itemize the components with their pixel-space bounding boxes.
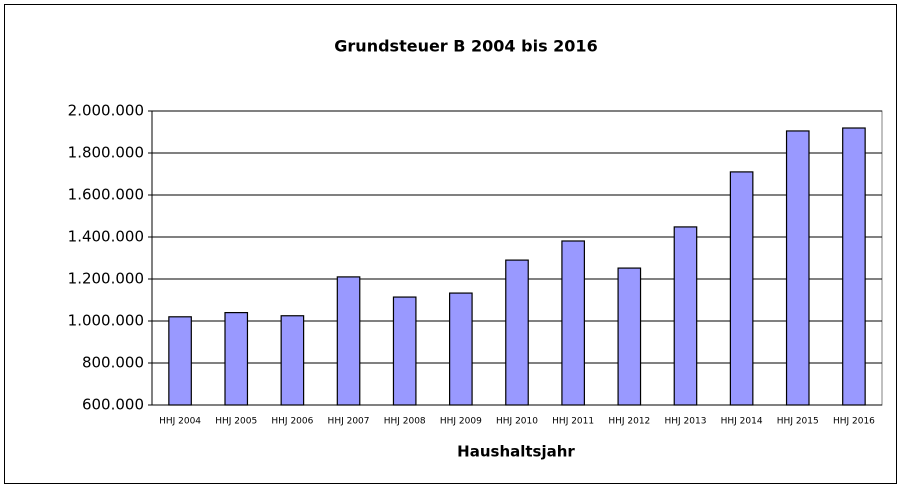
x-tick-label: HHJ 2016 [833,417,875,427]
y-tick-label: 1.000.000 [68,312,144,330]
y-tick-label: 2.000.000 [68,102,144,120]
chart-title: Grundsteuer B 2004 bis 2016 [334,37,597,56]
y-tick-label: 800.000 [82,354,144,372]
x-tick-label: HHJ 2005 [215,417,257,427]
x-tick-label: HHJ 2010 [496,417,538,427]
x-tick-label: HHJ 2011 [552,417,594,427]
bar [449,292,473,406]
bar [168,316,192,406]
x-tick-label: HHJ 2004 [159,417,201,427]
x-tick-label: HHJ 2008 [384,417,426,427]
x-tick-label: HHJ 2007 [328,417,370,427]
y-tick-label: 600.000 [82,396,144,414]
bar [336,276,361,406]
x-tick-label: HHJ 2009 [440,417,482,427]
x-tick-label: HHJ 2014 [721,417,763,427]
bar [280,315,305,406]
bar [224,312,249,406]
bar [617,267,642,406]
y-tick-label: 1.600.000 [68,186,144,204]
bar [785,130,810,406]
bar [673,226,698,406]
x-tick-label: HHJ 2006 [271,417,313,427]
y-tick-label: 1.200.000 [68,270,144,288]
bar [505,259,529,406]
x-axis-title: Haushaltsjahr [457,443,575,461]
bar [392,296,417,406]
bar [729,171,754,406]
x-tick-label: HHJ 2013 [664,417,706,427]
x-tick-label: HHJ 2012 [608,417,650,427]
bar [561,240,585,406]
x-tick-label: HHJ 2015 [777,417,819,427]
bar [842,127,866,406]
y-tick-label: 1.400.000 [68,228,144,246]
y-tick-label: 1.800.000 [68,144,144,162]
